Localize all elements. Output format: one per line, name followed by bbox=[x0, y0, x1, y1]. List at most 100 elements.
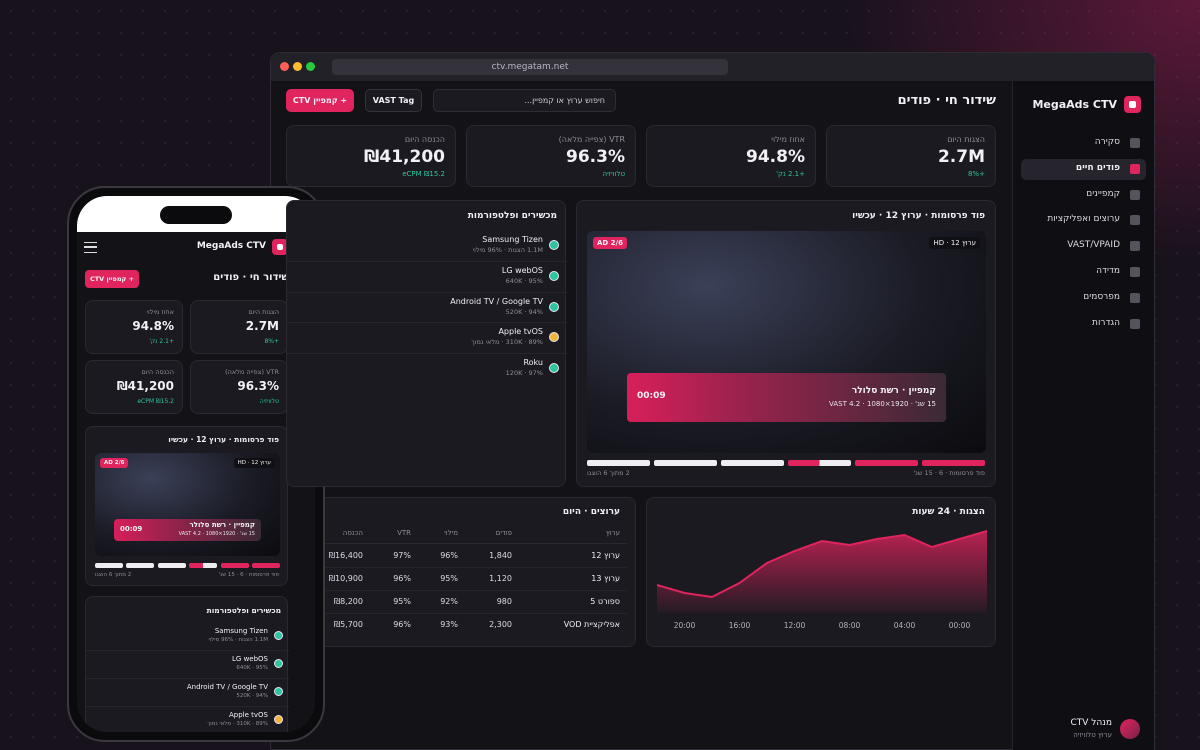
kpi-delta: eCPM ₪15.2 bbox=[137, 398, 174, 405]
kpi-card: אחוז מילוי 94.8% +2.1 נק' bbox=[85, 300, 183, 354]
table-cell: 96% bbox=[393, 574, 411, 583]
table-cell: 97% bbox=[393, 551, 411, 560]
progress-segment bbox=[95, 563, 123, 568]
campaign-name: קמפיין · רשת סלולר bbox=[189, 521, 255, 529]
ad-badge: AD 2/6 bbox=[593, 237, 627, 249]
nav-label: פודים חיים bbox=[1075, 162, 1120, 173]
nav-item[interactable]: מפרסמים bbox=[1021, 288, 1146, 309]
nav-label: מדידה bbox=[1096, 266, 1120, 276]
kpi-label: אחוז מילוי bbox=[146, 308, 174, 316]
device-detail: 640K · 95% bbox=[505, 276, 543, 285]
kpi-value: ₪41,200 bbox=[364, 147, 445, 167]
device-detail: 1.1M הצגות · 96% מילוי bbox=[472, 246, 543, 254]
table-header: VTR bbox=[397, 529, 411, 537]
devices-card: מכשירים ופלטפורמות Samsung Tizen 1.1M הצגו… bbox=[286, 200, 567, 487]
nav-item[interactable]: VAST/VPAID bbox=[1021, 236, 1146, 257]
line bbox=[656, 530, 988, 599]
kpi-delta: +8% bbox=[968, 170, 985, 178]
dot-green bbox=[306, 62, 315, 71]
search-box[interactable]: חיפוש ערוץ או קמפיין... bbox=[433, 89, 616, 112]
device-name: Apple tvOS bbox=[229, 711, 268, 719]
kpi-label: הצגות היום bbox=[248, 308, 279, 316]
kpi-label: הצגות היום bbox=[947, 135, 985, 144]
kpi-label: VTR (צפייה מלאה) bbox=[558, 135, 625, 144]
status-dot bbox=[549, 240, 559, 250]
brand-icon-inner bbox=[1129, 101, 1136, 108]
progress-segment bbox=[587, 460, 650, 466]
progress-segment bbox=[855, 460, 918, 466]
menu-icon[interactable] bbox=[84, 242, 97, 253]
url-bar[interactable]: ctv.megatam.net bbox=[332, 59, 728, 75]
new-campaign-button[interactable]: + קמפיין CTV bbox=[286, 89, 354, 112]
table-divider bbox=[297, 613, 627, 614]
table-cell: 1,120 bbox=[489, 574, 512, 583]
x-tick-label: 12:00 bbox=[784, 621, 806, 630]
phone-title: שידור חי · פודים bbox=[213, 272, 289, 283]
device-row: Roku 120K · 97% bbox=[287, 354, 567, 385]
table-divider bbox=[297, 567, 627, 568]
table-cell: 93% bbox=[440, 620, 458, 629]
phone-new-campaign[interactable]: + קמפיין CTV bbox=[85, 270, 139, 288]
kpi-value: 96.3% bbox=[566, 147, 625, 167]
channel-badge: ערוץ 12 · HD bbox=[233, 458, 275, 468]
x-tick-label: 20:00 bbox=[674, 621, 696, 630]
kpi-label: VTR (צפייה מלאה) bbox=[225, 368, 279, 376]
progress-segment bbox=[788, 460, 851, 466]
table-cell: אפליקציית VOD bbox=[563, 620, 620, 629]
phone: MegaAds CTV שידור חי · פודים + קמפיין CT… bbox=[67, 186, 325, 742]
table-cell: 96% bbox=[440, 551, 458, 560]
kpi-label: הכנסה היום bbox=[141, 368, 174, 376]
ad-overlay: קמפיין · רשת סלולר 15 שנ' · 1920×1080 · V… bbox=[627, 373, 946, 422]
nav-item[interactable]: מדידה bbox=[1021, 262, 1146, 283]
device-detail: 120K · 97% bbox=[505, 369, 543, 378]
user-name: מנהל CTV bbox=[1070, 718, 1112, 728]
nav-item[interactable]: הגדרות bbox=[1021, 314, 1146, 335]
device-name: LG webOS bbox=[501, 265, 543, 275]
dot-red bbox=[280, 62, 289, 71]
x-tick-label: 16:00 bbox=[729, 621, 751, 630]
nav-icon bbox=[1130, 318, 1140, 329]
vast-button[interactable]: VAST Tag bbox=[365, 89, 422, 112]
progress-segment bbox=[654, 460, 717, 466]
status-dot bbox=[549, 301, 559, 312]
kpi-label: אחוז מילוי bbox=[771, 135, 805, 144]
menu-line bbox=[84, 246, 97, 248]
device-row: Android TV / Google TV 520K · 94% bbox=[287, 293, 567, 324]
table-cell: ₪5,700 bbox=[333, 620, 363, 629]
pod-info: פוד פרסומות · 6 · 15 שנ' bbox=[913, 469, 985, 477]
kpi-value: 94.8% bbox=[746, 147, 805, 167]
device-name: Android TV / Google TV bbox=[186, 683, 268, 691]
kpi-value: 2.7M bbox=[937, 147, 985, 167]
devices-title: מכשירים ופלטפורמות bbox=[467, 211, 557, 221]
kpi-card: אחוז מילוי 94.8% +2.1 נק' bbox=[646, 125, 816, 187]
ad-overlay: קמפיין · רשת סלולר 15 שנ' · 1920×1080 · V… bbox=[114, 519, 261, 541]
devices-card: מכשירים ופלטפורמות Samsung Tizen 1.1M הצגו… bbox=[85, 596, 289, 732]
device-detail: 310K · 89% · מלאי נמוך bbox=[207, 721, 268, 727]
nav-item[interactable]: קמפיינים bbox=[1021, 185, 1146, 206]
sidebar bbox=[1012, 81, 1154, 750]
kpi-value: ₪41,200 bbox=[116, 379, 174, 393]
device-detail: 520K · 94% bbox=[505, 307, 543, 316]
nav-item[interactable]: סקירה bbox=[1021, 133, 1146, 154]
device-name: Apple tvOS bbox=[498, 327, 543, 337]
nav-item[interactable]: ערוצים ואפליקציות bbox=[1021, 210, 1146, 231]
pod-info: פוד פרסומות · 6 · 15 שנ' bbox=[218, 572, 280, 578]
nav-icon bbox=[1130, 138, 1140, 148]
search-placeholder: חיפוש ערוץ או קמפיין... bbox=[524, 96, 605, 105]
nav-item[interactable]: פודים חיים bbox=[1021, 158, 1146, 180]
table-header: מילוי bbox=[444, 529, 458, 537]
device-detail: 1.1M הצגות · 96% מילוי bbox=[208, 637, 268, 643]
brand: MegaAds CTV bbox=[1032, 98, 1117, 111]
x-tick-label: 00:00 bbox=[949, 621, 971, 630]
avatar[interactable] bbox=[1120, 719, 1140, 739]
area-chart: 00:00 04:00 08:00 12:00 16:00 20:00 bbox=[656, 530, 988, 630]
devices-title: מכשירים ופלטפורמות bbox=[206, 606, 281, 615]
table-cell: ₪16,400 bbox=[328, 551, 363, 560]
kpi-delta: טלוויזיה bbox=[602, 170, 625, 178]
video-player: AD 2/6 ערוץ 12 · HD קמפיין · רשת סלולר 15 ש… bbox=[587, 231, 986, 453]
nav-icon bbox=[1130, 163, 1140, 174]
table-cell: 1,840 bbox=[489, 551, 512, 560]
kpi-delta: eCPM ₪15.2 bbox=[402, 170, 445, 178]
table-cell: 2,300 bbox=[489, 620, 512, 629]
